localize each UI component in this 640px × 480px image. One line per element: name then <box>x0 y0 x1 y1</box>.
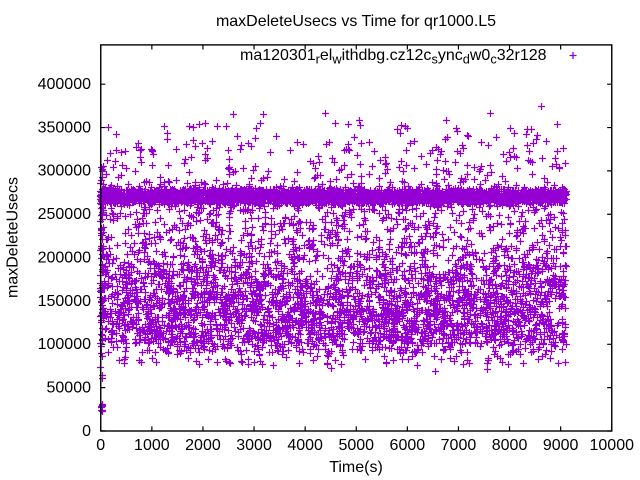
svg-text:300000: 300000 <box>38 163 91 180</box>
svg-text:Time(s): Time(s) <box>329 459 383 476</box>
svg-text:5000: 5000 <box>338 437 374 454</box>
svg-text:maxDeleteUsecs vs Time for qr1: maxDeleteUsecs vs Time for qr1000.L5 <box>216 13 496 30</box>
svg-text:100000: 100000 <box>38 336 91 353</box>
svg-text:0: 0 <box>96 437 105 454</box>
svg-text:9000: 9000 <box>543 437 579 454</box>
svg-text:50000: 50000 <box>47 379 92 396</box>
svg-text:1000: 1000 <box>134 437 170 454</box>
svg-text:400000: 400000 <box>38 76 91 93</box>
svg-text:3000: 3000 <box>236 437 272 454</box>
svg-text:6000: 6000 <box>390 437 426 454</box>
svg-text:8000: 8000 <box>492 437 528 454</box>
svg-text:10000: 10000 <box>590 437 635 454</box>
svg-text:0: 0 <box>82 423 91 440</box>
svg-text:150000: 150000 <box>38 293 91 310</box>
svg-text:maxDeleteUsecs: maxDeleteUsecs <box>5 177 22 298</box>
svg-text:2000: 2000 <box>185 437 221 454</box>
svg-text:200000: 200000 <box>38 249 91 266</box>
svg-text:7000: 7000 <box>441 437 477 454</box>
svg-text:350000: 350000 <box>38 119 91 136</box>
svg-text:250000: 250000 <box>38 206 91 223</box>
svg-text:4000: 4000 <box>287 437 323 454</box>
svg-text:ma120301relwithdbg.cz12csyncdw: ma120301relwithdbg.cz12csyncdw0c32r128 <box>240 47 547 66</box>
